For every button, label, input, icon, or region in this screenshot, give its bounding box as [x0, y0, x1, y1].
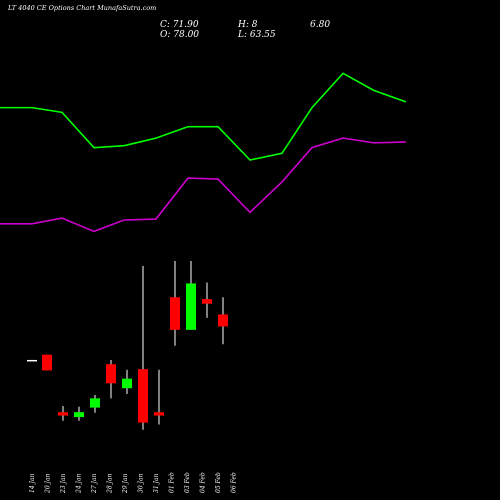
- candle: [90, 394, 100, 413]
- candle: [122, 369, 132, 395]
- x-tick-label: 05 Feb: [215, 472, 222, 493]
- x-tick-label: 27 Jan: [91, 473, 98, 494]
- candle: [154, 369, 164, 425]
- x-tick-label: 01 Feb: [169, 472, 176, 493]
- candle: [106, 359, 116, 399]
- x-tick-label: 14 Jan: [29, 473, 36, 493]
- candle-body: [186, 283, 196, 330]
- change-label: 6.80: [310, 20, 331, 30]
- x-tick-label: 31 Jan: [153, 473, 160, 493]
- candle-body: [74, 412, 84, 418]
- magenta-line: [0, 137, 407, 233]
- candle-body: [58, 412, 68, 416]
- candles: [27, 261, 228, 430]
- x-tick-label: 28 Jan: [107, 473, 114, 494]
- indicator-lines: [0, 72, 407, 233]
- candle-body: [202, 299, 212, 304]
- green-line: [0, 72, 407, 161]
- candle: [170, 261, 180, 346]
- candle: [202, 282, 212, 318]
- candle-body: [122, 378, 132, 389]
- candle-body: [90, 398, 100, 408]
- candle: [58, 406, 68, 421]
- x-tick-label: 30 Jan: [138, 473, 145, 493]
- x-tick-label: 03 Feb: [184, 472, 191, 493]
- candle-body: [42, 354, 52, 371]
- x-tick-label: 29 Jan: [122, 473, 129, 494]
- candle-body: [27, 359, 37, 362]
- x-tick-label: 24 Jan: [76, 473, 83, 494]
- candle: [74, 406, 84, 421]
- candle-body: [218, 314, 228, 327]
- candle-body: [106, 364, 116, 384]
- x-tick-label: 06 Feb: [231, 472, 238, 493]
- open-label: O: 78.00: [160, 30, 200, 40]
- candle: [138, 265, 148, 430]
- x-tick-label: 23 Jan: [60, 473, 67, 494]
- candle: [27, 359, 37, 362]
- high-label: H: 8: [238, 20, 258, 30]
- candle-body: [138, 369, 148, 423]
- x-tick-label: 04 Feb: [200, 472, 207, 493]
- low-label: L: 63.55: [238, 30, 276, 40]
- x-axis-labels: 14 Jan 20 Jan 23 Jan 24 Jan 27 Jan 28 Jan 29 J…: [29, 472, 238, 494]
- candle: [218, 297, 228, 345]
- candle-body: [154, 412, 164, 416]
- candle: [186, 261, 196, 330]
- chart-title: LT 4040 CE Options Chart MunafaSutra.com: [8, 4, 157, 12]
- x-tick-label: 20 Jan: [45, 473, 52, 494]
- close-label: C: 71.90: [160, 20, 199, 30]
- candle-body: [170, 297, 180, 330]
- candle: [42, 354, 52, 371]
